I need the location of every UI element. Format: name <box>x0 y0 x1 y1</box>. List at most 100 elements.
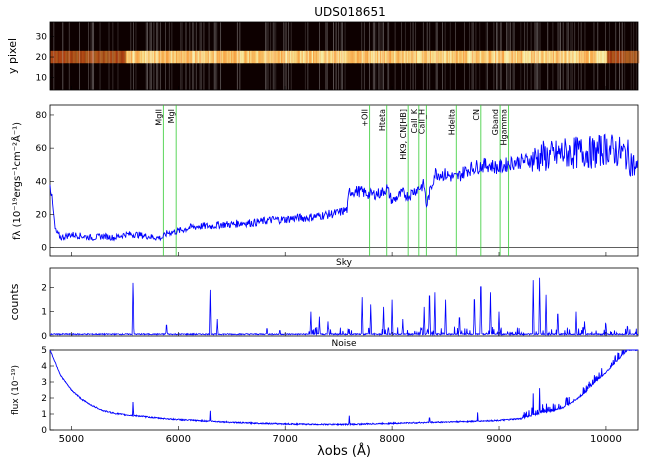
trace-column <box>635 50 637 64</box>
trace-column <box>438 50 441 64</box>
trace-column <box>347 50 350 64</box>
flux-ylabel: fλ (10⁻¹⁹ergs⁻¹cm⁻²Å⁻¹) <box>10 122 23 240</box>
trace-column <box>511 50 514 64</box>
trace-column <box>307 50 310 64</box>
trace-column <box>424 50 427 64</box>
trace-column <box>406 50 409 64</box>
trace-column <box>389 50 392 64</box>
trace-column <box>289 50 292 64</box>
trace-column <box>139 50 142 64</box>
y-tick-label: 5 <box>41 346 47 356</box>
trace-column <box>73 50 75 64</box>
trace-column <box>604 50 606 64</box>
trace-column <box>472 50 474 64</box>
trace-column <box>207 50 210 64</box>
trace-column <box>515 50 518 64</box>
trace-column <box>532 50 535 64</box>
trace-column <box>194 50 197 64</box>
trace-column <box>162 50 165 64</box>
trace-column <box>338 50 341 64</box>
trace-column <box>151 50 154 64</box>
trace-column <box>369 50 372 64</box>
trace-column <box>116 50 119 64</box>
trace-column <box>129 50 132 64</box>
trace-column <box>146 50 149 64</box>
trace-column <box>587 50 590 64</box>
trace-column <box>245 50 247 64</box>
trace-column <box>631 50 633 64</box>
trace-column <box>586 50 589 64</box>
flux-series-line <box>49 133 639 242</box>
trace-column <box>600 50 603 64</box>
trace-column <box>443 50 446 64</box>
trace-column <box>419 50 422 64</box>
trace-column <box>486 50 488 64</box>
trace-column <box>374 50 377 64</box>
y-tick-label: 0 <box>41 244 47 254</box>
trace-column <box>155 50 157 64</box>
trace-column <box>78 50 81 64</box>
trace-column <box>302 50 305 64</box>
trace-column <box>219 50 222 64</box>
trace-column <box>238 50 241 64</box>
trace-column <box>311 50 314 64</box>
trace-column <box>67 50 70 64</box>
trace-column <box>451 50 454 64</box>
trace-column <box>538 50 541 64</box>
trace-column <box>561 50 564 64</box>
trace-column <box>61 50 64 64</box>
trace-column <box>368 50 370 64</box>
trace-column <box>359 50 361 64</box>
trace-column <box>427 50 429 64</box>
trace-column <box>591 50 594 64</box>
sky-frame <box>49 267 639 337</box>
trace-column <box>516 50 519 64</box>
trace-column <box>357 50 360 64</box>
trace-column <box>365 50 368 64</box>
trace-column <box>461 50 464 64</box>
trace-column <box>423 50 426 64</box>
trace-column <box>121 50 124 64</box>
trace-column <box>622 50 624 64</box>
trace-column <box>293 50 296 64</box>
trace-column <box>79 50 82 64</box>
trace-column <box>239 50 242 64</box>
line-marker-label: Hgamma <box>500 109 509 146</box>
trace-column <box>370 50 373 64</box>
trace-column <box>445 50 447 64</box>
trace-column <box>593 50 596 64</box>
trace-column <box>82 50 84 64</box>
trace-column <box>422 50 424 64</box>
trace-column <box>597 50 600 64</box>
trace-column <box>348 50 351 64</box>
trace-column <box>141 50 143 64</box>
trace-column <box>401 50 404 64</box>
trace-column <box>528 50 531 64</box>
trace-column <box>256 50 259 64</box>
sky-ylabel: counts <box>8 283 21 320</box>
trace-column <box>310 50 313 64</box>
trace-column <box>416 50 419 64</box>
trace-column <box>75 50 78 64</box>
trace-column <box>334 50 337 64</box>
trace-column <box>599 50 601 64</box>
trace-column <box>628 50 631 64</box>
trace-column <box>609 50 612 64</box>
trace-column <box>615 50 618 64</box>
trace-column <box>496 50 499 64</box>
trace-column <box>269 50 272 64</box>
trace-column <box>178 50 181 64</box>
trace-column <box>112 50 115 64</box>
trace-column <box>570 50 573 64</box>
trace-column <box>169 50 172 64</box>
flux-frame <box>49 104 639 257</box>
trace-column <box>596 50 599 64</box>
trace-column <box>282 50 284 64</box>
trace-column <box>552 50 555 64</box>
trace-column <box>159 50 161 64</box>
trace-column <box>119 50 122 64</box>
sky-title: Sky <box>336 258 353 268</box>
trace-column <box>343 50 346 64</box>
figure-title: UDS018651 <box>314 5 385 19</box>
